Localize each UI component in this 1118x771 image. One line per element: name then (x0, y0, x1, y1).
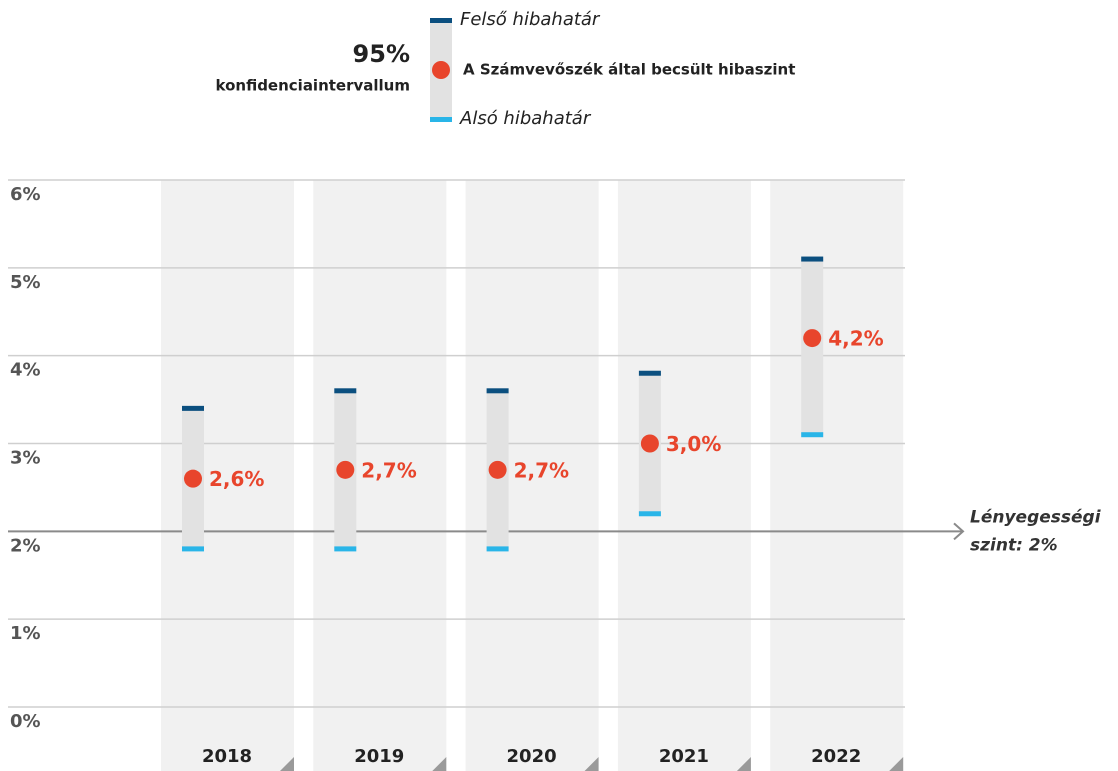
value-label: 2,7% (361, 458, 416, 482)
lower-mark (182, 546, 204, 552)
lower-mark (801, 432, 824, 438)
x-tick-label: 2021 (659, 746, 709, 767)
legend-lower: Alsó hibahatár (459, 108, 592, 129)
threshold-label: szint: 2% (970, 535, 1058, 555)
value-label: 2,7% (514, 458, 569, 482)
x-tick-label: 2020 (507, 746, 557, 767)
column-band (617, 180, 751, 771)
legend-upper: Felső hibahatár (460, 9, 601, 30)
upper-mark (638, 370, 661, 376)
y-tick-label: 3% (10, 448, 41, 469)
lower-mark (638, 511, 661, 517)
upper-mark (801, 256, 824, 262)
value-label: 3,0% (666, 432, 721, 456)
upper-mark (334, 388, 357, 394)
estimate-dot (488, 460, 507, 479)
y-tick-label: 2% (10, 535, 41, 556)
threshold-label: Lényegességi (970, 507, 1102, 527)
y-tick-label: 0% (10, 711, 41, 732)
y-tick-label: 5% (10, 272, 41, 293)
lower-mark (334, 546, 357, 552)
estimate-dot (640, 434, 659, 453)
upper-mark (182, 405, 204, 411)
estimate-dot (184, 469, 202, 488)
value-label: 4,2% (828, 327, 883, 351)
column-band (770, 180, 904, 771)
interval-title: 95% (353, 40, 410, 68)
x-tick-label: 2019 (354, 746, 404, 767)
lower-mark (486, 546, 509, 552)
x-tick-label: 2022 (811, 746, 861, 767)
band-corner (280, 757, 294, 771)
legend-dot (432, 61, 450, 79)
band-corner (889, 757, 904, 771)
upper-mark (486, 388, 509, 394)
x-tick-label: 2018 (202, 746, 252, 767)
band-corner (736, 757, 751, 771)
band-corner (584, 757, 599, 771)
estimate-dot (803, 329, 822, 348)
y-tick-label: 6% (10, 184, 41, 205)
legend-upper-mark (430, 18, 452, 23)
legend-estimate: A Számvevőszék által becsült hibaszint (463, 61, 795, 79)
y-tick-label: 4% (10, 360, 41, 381)
band-corner (432, 757, 447, 771)
threshold-arrow (953, 522, 965, 541)
value-label: 2,6% (209, 467, 264, 491)
interval-subtitle: konfidenciaintervallum (216, 77, 410, 95)
estimate-dot (336, 460, 355, 479)
legend-lower-mark (430, 117, 452, 122)
y-tick-label: 1% (10, 623, 41, 644)
